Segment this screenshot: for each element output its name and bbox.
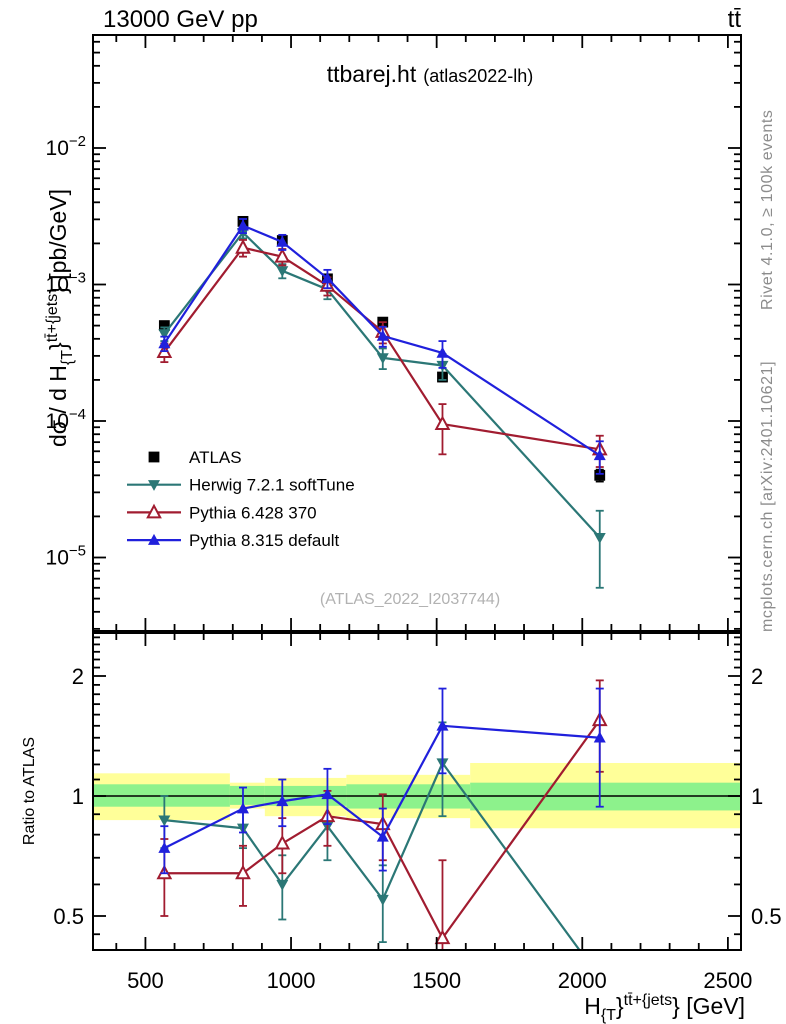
data-point-marker [158, 329, 171, 341]
x-title-sub: {T [601, 1007, 616, 1024]
header-beam-energy: 13000 GeV pp [103, 6, 258, 33]
plot-title-observable: ttbarej.ht [327, 61, 417, 87]
ratio-y-tick-label-left: 2 [72, 664, 84, 689]
legend-label: ATLAS [189, 448, 242, 467]
x-tick-label: 500 [127, 968, 164, 993]
main-y-axis-title: dσ / d H{T}tt̄+{jets} [pb/GeV] [44, 189, 76, 447]
main-panel-frame [92, 34, 742, 632]
header-process-label: tt̄ [728, 6, 742, 33]
legend-marker-triangle-up-open [146, 503, 162, 519]
main-y-tick-label: 10−2 [46, 133, 86, 160]
data-point-marker [235, 238, 251, 254]
ratio-y-tick-label-right: 2 [751, 664, 763, 689]
series-pythia-8-315-default [158, 687, 606, 875]
data-point-marker [434, 929, 451, 945]
y-title-brace: } [45, 342, 71, 350]
axis-ticks [93, 35, 741, 950]
tick-mantissa: 10 [46, 410, 69, 433]
main-y-tick-label: 10−3 [46, 270, 86, 297]
y-title-base: dσ / d H [45, 365, 71, 447]
tick-exponent: −2 [69, 133, 86, 150]
x-title-base: H [584, 993, 601, 1019]
data-point-marker [436, 346, 449, 358]
data-point-marker [276, 795, 289, 807]
data-point-marker [321, 272, 334, 284]
legend-marker-triangle-down [148, 480, 160, 491]
x-title-units: } [GeV] [672, 993, 745, 1019]
note-mcplots-arxiv: mcplots.cern.ch [arXiv:2401.10621] [759, 361, 776, 632]
y-title-sup: tt̄+{jets [44, 294, 61, 342]
x-tick-label: 1500 [412, 968, 461, 993]
data-point-marker [376, 830, 389, 842]
data-point-marker [376, 894, 389, 906]
x-tick-label: 2000 [558, 968, 607, 993]
y-title-sub: {T [59, 350, 76, 365]
data-point-marker [274, 834, 291, 850]
data-point-marker [235, 864, 251, 880]
ratio-panel-frame [92, 632, 742, 951]
main-y-tick-label: 10−5 [46, 543, 86, 570]
data-point-marker [593, 532, 606, 544]
tick-exponent: −5 [69, 543, 86, 560]
x-axis-title: H{T}tt̄+{jets} [GeV] [584, 992, 745, 1024]
data-point-marker [593, 731, 606, 743]
data-point-marker [594, 469, 606, 481]
tick-exponent: −4 [69, 406, 86, 423]
tick-mantissa: 10 [46, 547, 69, 570]
main-y-tick-label: 10−4 [46, 406, 86, 433]
data-point-marker [593, 449, 606, 461]
x-tick-label: 1000 [267, 968, 316, 993]
legend-marker-triangle-up [148, 533, 160, 545]
data-point-marker [158, 841, 171, 853]
legend-label: Pythia 6.428 370 [189, 503, 317, 522]
note-rivet-version: Rivet 4.1.0, ≥ 100k events [759, 110, 776, 310]
data-point-marker [158, 337, 171, 349]
x-title-sup: tt̄+{jets [624, 992, 672, 1009]
ratio-y-axis-title: Ratio to ATLAS [21, 737, 38, 845]
data-point-marker [276, 266, 289, 277]
data-point-marker [434, 415, 451, 431]
ratio-y-tick-label-left: 1 [72, 784, 84, 809]
legend: ATLAS Herwig 7.2.1 softTune Pythia 6.428 3… [127, 448, 355, 550]
data-point-marker [236, 802, 249, 814]
data-point-marker [274, 247, 291, 263]
tick-exponent: −3 [69, 270, 86, 287]
tick-mantissa: 10 [46, 137, 69, 160]
data-point-marker [376, 353, 389, 365]
legend-label: Herwig 7.2.1 softTune [189, 476, 355, 495]
ratio-y-tick-label-left: 0.5 [53, 904, 84, 929]
watermark-analysis-id: (ATLAS_2022_I2037744) [320, 591, 500, 608]
tick-mantissa: 10 [46, 274, 69, 297]
plot-title-analysis: (atlas2022-lh) [423, 66, 533, 86]
legend-label: Pythia 8.315 default [189, 531, 340, 550]
data-point-marker [276, 879, 289, 891]
legend-marker-square [148, 451, 160, 463]
data-point-marker [321, 788, 334, 800]
data-point-marker [276, 235, 289, 247]
plot-title: ttbarej.ht (atlas2022-lh) [327, 61, 534, 87]
x-title-brace: } [616, 993, 624, 1019]
ratio-y-tick-label-right: 1 [751, 784, 763, 809]
data-point-marker [376, 329, 389, 341]
data-point-marker [158, 815, 171, 827]
x-tick-label: 2500 [703, 968, 752, 993]
data-point-marker [436, 719, 449, 731]
series-pythia-8-315-default [158, 218, 606, 475]
data-point-marker [236, 219, 249, 231]
y-title-units: } [pb/GeV] [45, 189, 71, 294]
ratio-y-tick-label-right: 0.5 [751, 904, 782, 929]
